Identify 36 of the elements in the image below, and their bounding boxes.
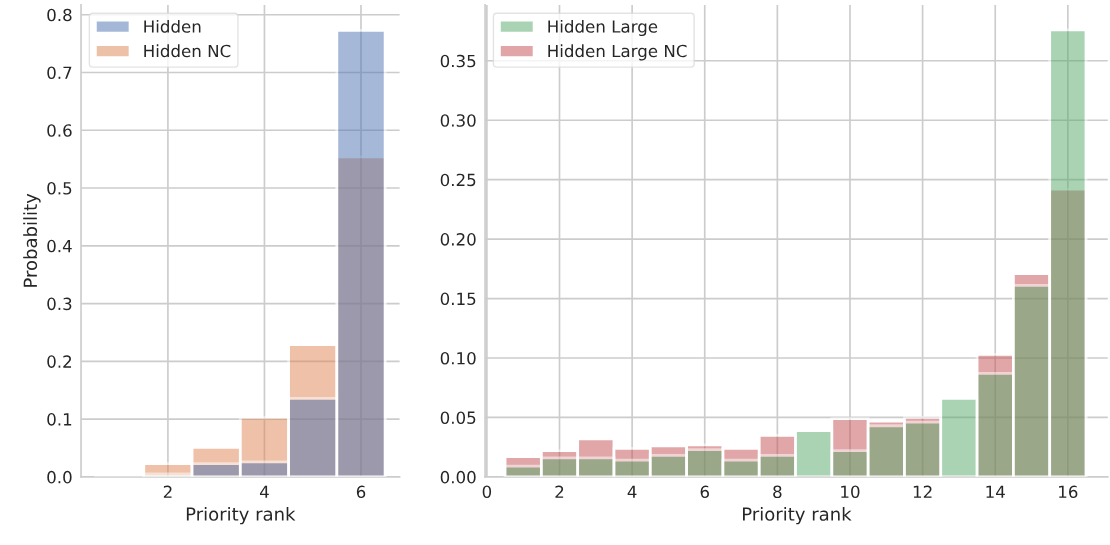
x-axis-title: Priority rank [743, 506, 852, 525]
legend-label: Hidden Large NC [548, 44, 687, 61]
y-tick-label: 0.25 [440, 173, 476, 187]
y-tick-label: 0.00 [440, 470, 476, 484]
y-tick-label: 0.4 [47, 239, 72, 253]
legend-label: Hidden NC [144, 44, 231, 58]
y-tick-label: 0.1 [47, 413, 72, 426]
x-tick-label: 0 [482, 485, 492, 499]
x-tick-label: 6 [700, 485, 709, 499]
y-tick-label: 0.5 [47, 181, 72, 195]
legend-label: Hidden [144, 19, 201, 33]
x-tick-label: 10 [841, 485, 860, 499]
x-tick-label: 4 [627, 485, 637, 498]
x-tick-label: 12 [913, 485, 932, 498]
y-tick-label: 0.3 [47, 297, 72, 311]
y-tick-label: 0.10 [440, 351, 476, 365]
y-axis-title: Probability [23, 193, 41, 287]
y-tick-label: 0.6 [47, 124, 72, 137]
x-tick-label: 4 [259, 485, 269, 498]
x-tick-label: 8 [773, 485, 782, 499]
x-tick-label: 6 [356, 485, 366, 499]
y-tick-label: 0.35 [440, 54, 476, 68]
y-tick-label: 0.20 [440, 233, 476, 246]
legend-label: Hidden Large [548, 19, 658, 37]
y-tick-label: 0.8 [47, 8, 72, 22]
y-tick-label: 0.2 [47, 355, 72, 368]
y-tick-label: 0.7 [47, 66, 72, 80]
y-tick-label: 0.0 [47, 470, 72, 484]
y-tick-label: 0.05 [440, 411, 476, 424]
x-tick-label: 14 [986, 485, 1005, 498]
y-tick-label: 0.15 [440, 292, 476, 306]
x-tick-label: 2 [163, 485, 172, 498]
x-axis-title: Priority rank [186, 506, 296, 525]
y-tick-label: 0.30 [440, 114, 476, 127]
x-tick-label: 2 [555, 485, 564, 498]
x-tick-label: 16 [1059, 485, 1078, 499]
